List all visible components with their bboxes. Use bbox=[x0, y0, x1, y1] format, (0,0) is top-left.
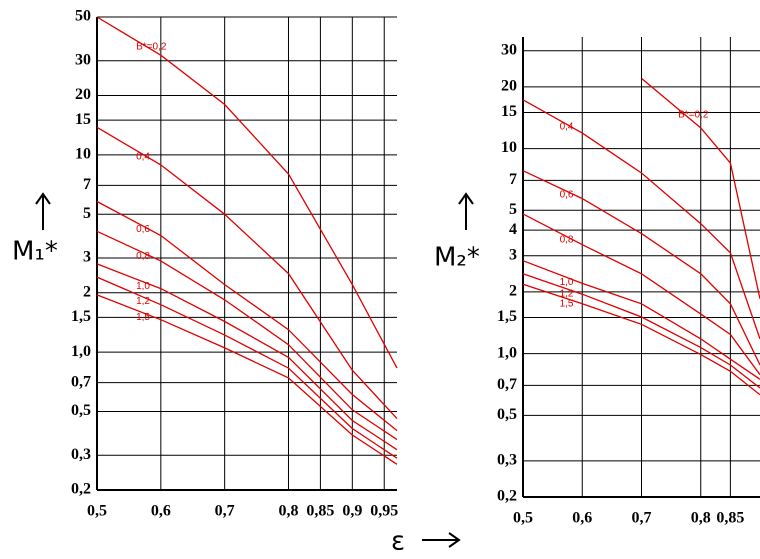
y-tick-label: 1,5 bbox=[71, 308, 91, 325]
series-line bbox=[522, 283, 760, 396]
y-tick-label: 0,5 bbox=[71, 402, 91, 419]
x-tick-label: 0,7 bbox=[215, 503, 235, 520]
series-label: 0,6 bbox=[136, 224, 150, 235]
y-tick-label: 1,5 bbox=[497, 308, 517, 325]
series-label: B*=0,2 bbox=[678, 109, 709, 120]
y-tick-label: 5 bbox=[83, 205, 91, 222]
series-label: 0,8 bbox=[136, 251, 150, 262]
x-axis-label: ε bbox=[391, 527, 405, 557]
y-tick-label: 0,7 bbox=[71, 373, 91, 390]
x-tick-label: 0,5 bbox=[513, 510, 533, 527]
y-tick-label: 15 bbox=[75, 111, 91, 128]
series-label: 1,0 bbox=[136, 281, 150, 292]
series-label: 0,6 bbox=[560, 190, 574, 201]
y-tick-label: 0,7 bbox=[497, 376, 517, 393]
y-tick-label: 3 bbox=[509, 246, 517, 263]
x-tick-label: 0,6 bbox=[151, 503, 171, 520]
x-tick-label: 0,95 bbox=[370, 503, 398, 520]
series-line bbox=[96, 230, 398, 441]
series-label: 0,8 bbox=[560, 234, 574, 245]
y-tick-label: 0,2 bbox=[497, 488, 517, 505]
x-tick-label: 0,5 bbox=[87, 503, 107, 520]
x-tick-label: 0,85 bbox=[716, 510, 744, 527]
series-line bbox=[96, 294, 398, 465]
y-tick-label: 10 bbox=[75, 146, 91, 163]
series-line bbox=[522, 170, 760, 366]
y-axis-label: M₂* bbox=[434, 243, 480, 273]
y-tick-label: 5 bbox=[509, 201, 517, 218]
series-line bbox=[96, 276, 398, 459]
y-tick-label: 30 bbox=[75, 51, 91, 68]
x-tick-label: 0,7 bbox=[632, 510, 652, 527]
series-label: 0,4 bbox=[560, 122, 574, 133]
series-line bbox=[96, 16, 398, 369]
y-tick-label: 0,3 bbox=[71, 446, 91, 463]
y-tick-label: 0,2 bbox=[71, 481, 91, 498]
series-label: 1,5 bbox=[136, 312, 150, 323]
y-tick-label: 10 bbox=[501, 139, 517, 156]
series-line bbox=[641, 77, 760, 300]
y-tick-label: 2 bbox=[509, 283, 517, 300]
series-label: 1,2 bbox=[560, 289, 574, 300]
y-arrow-1 bbox=[35, 192, 51, 230]
y-tick-label: 7 bbox=[509, 171, 517, 188]
x-tick-label: 0,8 bbox=[278, 503, 298, 520]
series-label: B*=0,2 bbox=[136, 42, 167, 53]
y-arrow-2 bbox=[458, 192, 474, 230]
y-tick-label: 3 bbox=[83, 249, 91, 266]
series-label: 1,0 bbox=[560, 277, 574, 288]
y-axis-label: M₁* bbox=[12, 237, 58, 267]
series-line bbox=[96, 126, 398, 420]
y-tick-label: 20 bbox=[501, 78, 517, 95]
y-tick-label: 1,0 bbox=[497, 344, 517, 361]
x-tick-label: 0,85 bbox=[306, 503, 334, 520]
y-tick-label: 30 bbox=[501, 41, 517, 58]
x-tick-label: 0,8 bbox=[691, 510, 711, 527]
series-label: 1,5 bbox=[560, 299, 574, 310]
y-tick-label: 20 bbox=[75, 86, 91, 103]
series-line bbox=[522, 213, 760, 376]
series-line bbox=[522, 260, 760, 380]
y-tick-label: 4 bbox=[509, 221, 517, 238]
y-tick-label: 50 bbox=[75, 8, 91, 25]
series-label: 0,4 bbox=[136, 152, 150, 163]
y-tick-label: 1,0 bbox=[71, 343, 91, 360]
series-line bbox=[522, 273, 760, 389]
y-tick-label: 0,3 bbox=[497, 452, 517, 469]
series-label: 1,2 bbox=[136, 296, 150, 307]
series-line bbox=[96, 263, 398, 451]
y-tick-label: 2 bbox=[83, 283, 91, 300]
y-tick-label: 7 bbox=[83, 176, 91, 193]
x-tick-label: 0,9 bbox=[342, 503, 362, 520]
y-tick-label: 15 bbox=[501, 103, 517, 120]
series-line bbox=[522, 99, 760, 340]
x-tick-label: 0,6 bbox=[572, 510, 592, 527]
y-tick-label: 0,5 bbox=[497, 406, 517, 423]
x-arrow bbox=[422, 532, 461, 548]
series-line bbox=[96, 200, 398, 432]
